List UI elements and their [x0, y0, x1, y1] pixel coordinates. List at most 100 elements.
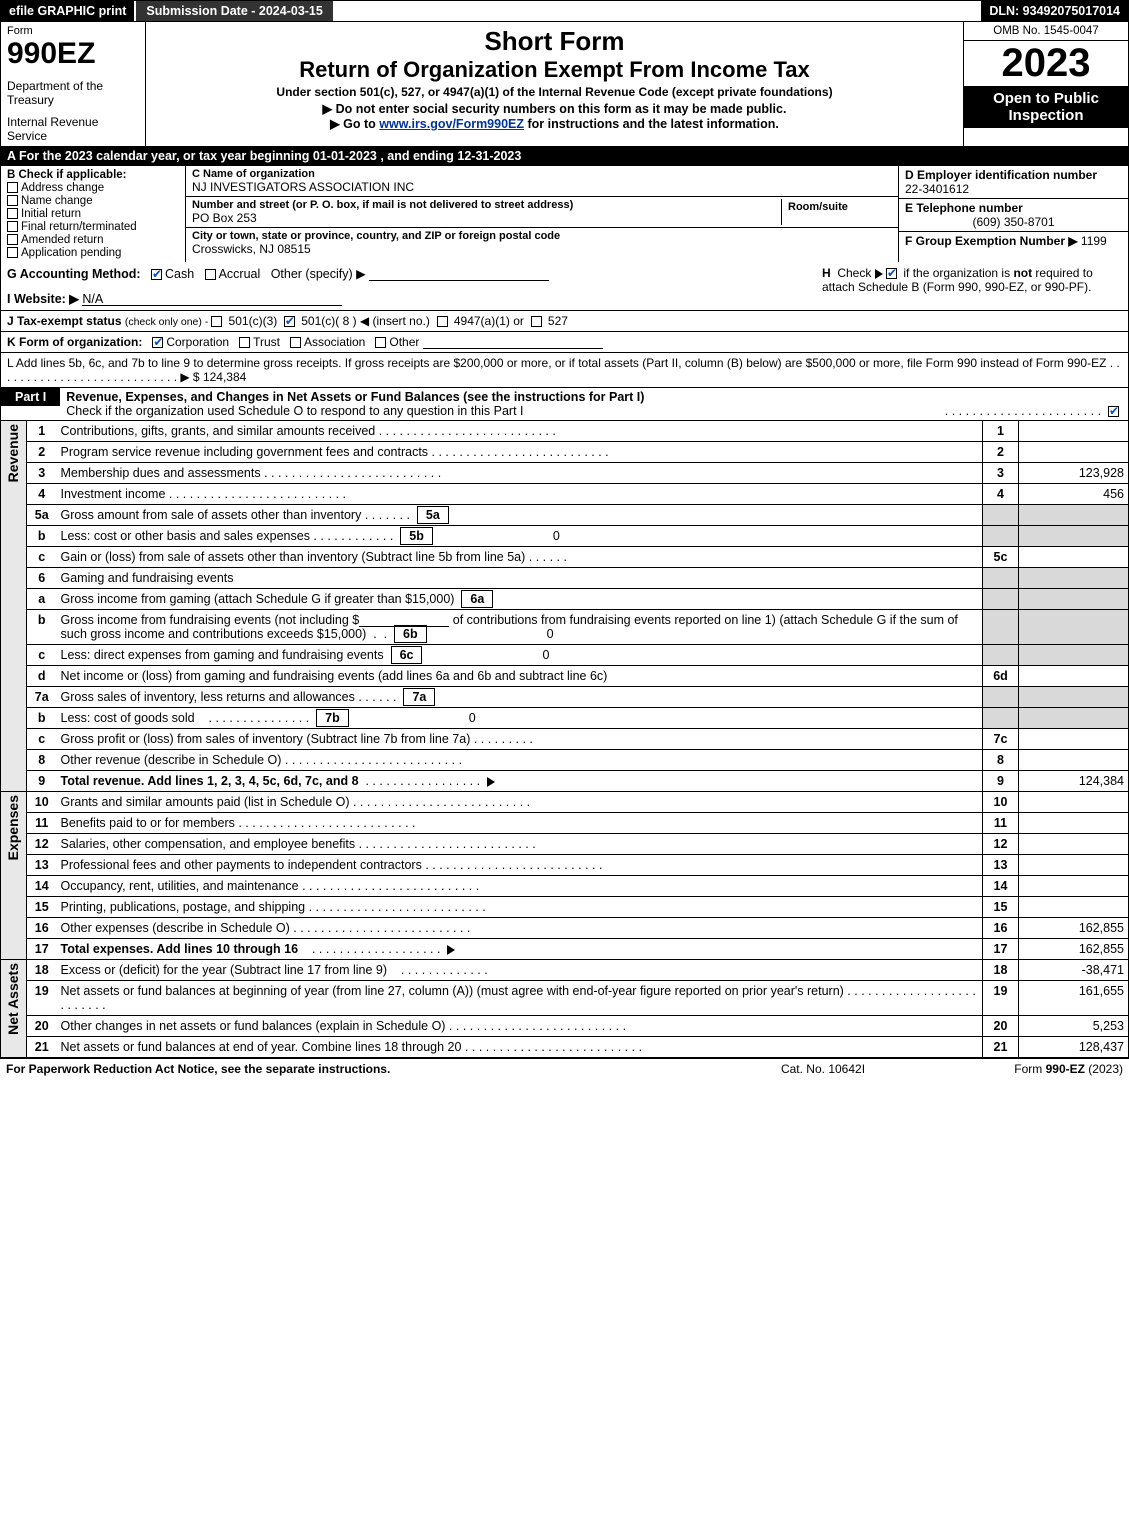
tax-year: 2023 [964, 41, 1128, 86]
check-final-return[interactable] [7, 221, 18, 232]
netassets-side-label: Net Assets [5, 963, 21, 1035]
amt-16: 162,855 [1019, 918, 1129, 939]
col-b-checkboxes: B Check if applicable: Address change Na… [1, 166, 186, 262]
amt-3: 123,928 [1019, 463, 1129, 484]
irs-link[interactable]: www.irs.gov/Form990EZ [379, 117, 524, 131]
check-app-pending[interactable] [7, 247, 18, 258]
amt-18: -38,471 [1019, 960, 1129, 981]
part1-header: Part I Revenue, Expenses, and Changes in… [0, 388, 1129, 421]
row-j: J Tax-exempt status (check only one) - 5… [0, 311, 1129, 332]
k-label: K Form of organization: [7, 335, 142, 349]
ein: 22-3401612 [905, 182, 1122, 196]
website: N/A [82, 292, 103, 306]
gross-receipts: 124,384 [203, 370, 246, 384]
amt-6b: 0 [434, 627, 554, 641]
amt-4: 456 [1019, 484, 1129, 505]
submission-date: Submission Date - 2024-03-15 [134, 1, 332, 21]
c-addr-label: Number and street (or P. O. box, if mail… [192, 199, 781, 211]
c-city-label: City or town, state or province, country… [192, 230, 892, 242]
part1-table: Revenue 1Contributions, gifts, grants, a… [0, 421, 1129, 1058]
check-501c[interactable] [284, 316, 295, 327]
form-ref: Form 990-EZ (2023) [923, 1062, 1123, 1076]
j-label: J Tax-exempt status [7, 314, 122, 328]
row-a-period: A For the 2023 calendar year, or tax yea… [0, 147, 1129, 166]
total-rev-arrow-icon [487, 777, 495, 787]
check-name-change[interactable] [7, 195, 18, 206]
omb-number: OMB No. 1545-0047 [964, 22, 1128, 41]
row-k: K Form of organization: Corporation Trus… [0, 332, 1129, 353]
expenses-side-label: Expenses [5, 795, 21, 860]
check-scho[interactable] [1108, 406, 1119, 417]
amt-10 [1019, 792, 1129, 813]
bullet-ssn: ▶ Do not enter social security numbers o… [152, 101, 957, 116]
check-initial-return[interactable] [7, 208, 18, 219]
check-other-org[interactable] [375, 337, 386, 348]
amt-6c: 0 [429, 648, 549, 662]
footer: For Paperwork Reduction Act Notice, see … [0, 1058, 1129, 1079]
check-address-change[interactable] [7, 182, 18, 193]
amt-1 [1019, 421, 1129, 442]
amt-14 [1019, 876, 1129, 897]
other-org-input[interactable] [423, 335, 603, 349]
amt-5c [1019, 547, 1129, 568]
amt-7b: 0 [356, 711, 476, 725]
amt-11 [1019, 813, 1129, 834]
efile-label[interactable]: efile GRAPHIC print [1, 1, 134, 21]
irs: Internal Revenue Service [7, 115, 139, 143]
group-exemption: 1199 [1081, 234, 1107, 248]
form-title: Return of Organization Exempt From Incom… [152, 57, 957, 83]
check-527[interactable] [531, 316, 542, 327]
check-amended[interactable] [7, 234, 18, 245]
paperwork-notice: For Paperwork Reduction Act Notice, see … [6, 1062, 723, 1076]
amt-7c [1019, 729, 1129, 750]
org-city: Crosswicks, NJ 08515 [192, 242, 892, 256]
amt-19: 161,655 [1019, 981, 1129, 1016]
check-4947[interactable] [437, 316, 448, 327]
check-501c3[interactable] [211, 316, 222, 327]
form-word: Form [7, 25, 139, 37]
i-label: I Website: ▶ [7, 292, 79, 306]
amt-13 [1019, 855, 1129, 876]
dept-treasury: Department of the Treasury [7, 79, 139, 107]
triangle-icon [875, 269, 883, 279]
part1-bar: Part I [1, 388, 60, 406]
top-bar: efile GRAPHIC print Submission Date - 20… [0, 0, 1129, 22]
short-form-title: Short Form [152, 26, 957, 57]
e-label: E Telephone number [905, 201, 1122, 215]
row-l: L Add lines 5b, 6c, and 7b to line 9 to … [0, 353, 1129, 388]
total-exp-arrow-icon [447, 945, 455, 955]
h-check: H Check if the organization is not requi… [822, 266, 1122, 306]
check-assoc[interactable] [290, 337, 301, 348]
check-corp[interactable] [152, 337, 163, 348]
amt-12 [1019, 834, 1129, 855]
check-trust[interactable] [239, 337, 250, 348]
c-name-label: C Name of organization [192, 168, 892, 180]
phone: (609) 350-8701 [905, 215, 1122, 229]
bullet-goto: ▶ Go to www.irs.gov/Form990EZ for instru… [152, 116, 957, 131]
amt-2 [1019, 442, 1129, 463]
check-accrual[interactable] [205, 269, 216, 280]
b-label: B Check if applicable: [7, 169, 179, 181]
amt-8 [1019, 750, 1129, 771]
d-label: D Employer identification number [905, 168, 1122, 182]
check-cash[interactable] [151, 269, 162, 280]
amt-5b: 0 [440, 529, 560, 543]
section-bcdef: B Check if applicable: Address change Na… [0, 166, 1129, 262]
col-c-org: C Name of organization NJ INVESTIGATORS … [186, 166, 898, 262]
col-def: D Employer identification number 22-3401… [898, 166, 1128, 262]
row-g-through-i: G Accounting Method: Cash Accrual Other … [0, 262, 1129, 311]
other-specify-input[interactable] [369, 267, 549, 281]
amt-20: 5,253 [1019, 1016, 1129, 1037]
amt-15 [1019, 897, 1129, 918]
org-name: NJ INVESTIGATORS ASSOCIATION INC [192, 180, 892, 194]
revenue-side-label: Revenue [5, 424, 21, 482]
form-header: Form 990EZ Department of the Treasury In… [0, 22, 1129, 147]
dln: DLN: 93492075017014 [981, 1, 1128, 21]
amt-9: 124,384 [1019, 771, 1129, 792]
f-label: F Group Exemption Number ▶ [905, 234, 1078, 248]
open-to-public: Open to Public Inspection [964, 86, 1128, 128]
part1-title: Revenue, Expenses, and Changes in Net As… [66, 390, 644, 404]
g-label: G Accounting Method: [7, 267, 141, 281]
check-h[interactable] [886, 268, 897, 279]
room-label: Room/suite [788, 201, 886, 213]
